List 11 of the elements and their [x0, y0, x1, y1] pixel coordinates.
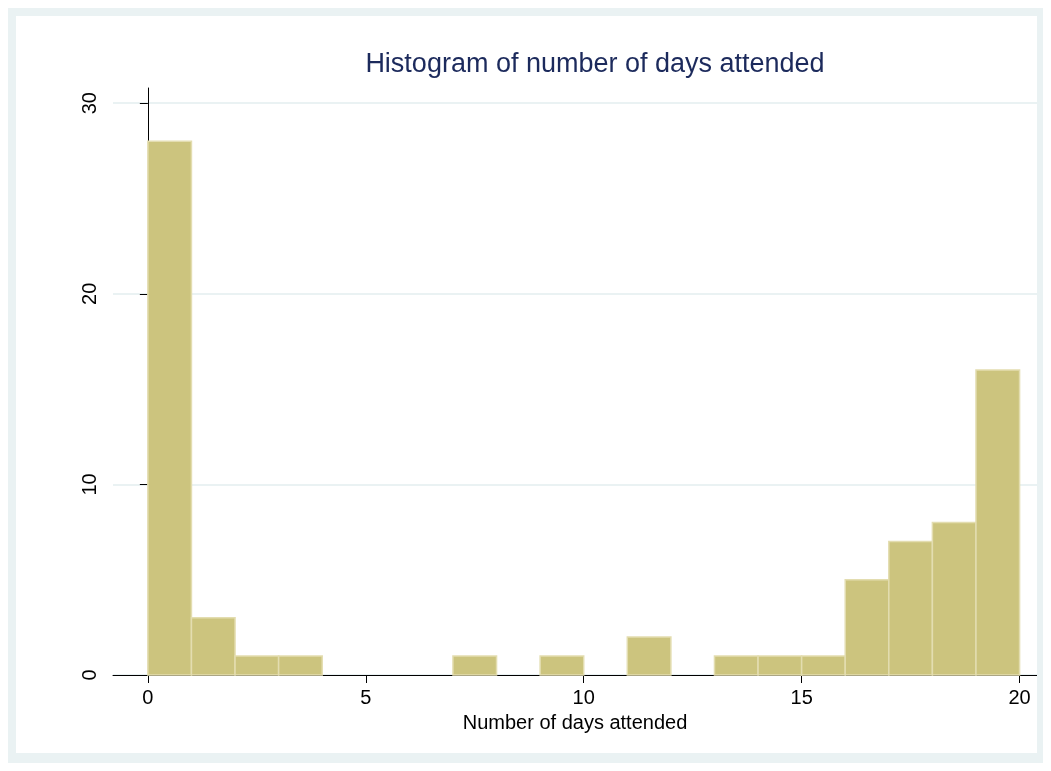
y-tick-label: 0	[78, 669, 100, 681]
x-tick-label: 15	[790, 686, 813, 708]
chart-title: Histogram of number of days attended	[365, 47, 825, 78]
x-tick-label: 5	[360, 686, 372, 708]
x-tick-label: 10	[572, 686, 595, 708]
x-tick-label: 20	[1008, 686, 1031, 708]
x-axis-title: Number of days attended	[462, 710, 688, 733]
x-tick-label: 0	[142, 686, 154, 708]
y-tick-label: 20	[78, 282, 100, 305]
y-tick-label: 10	[78, 473, 100, 496]
y-tick-label: 30	[78, 92, 100, 115]
